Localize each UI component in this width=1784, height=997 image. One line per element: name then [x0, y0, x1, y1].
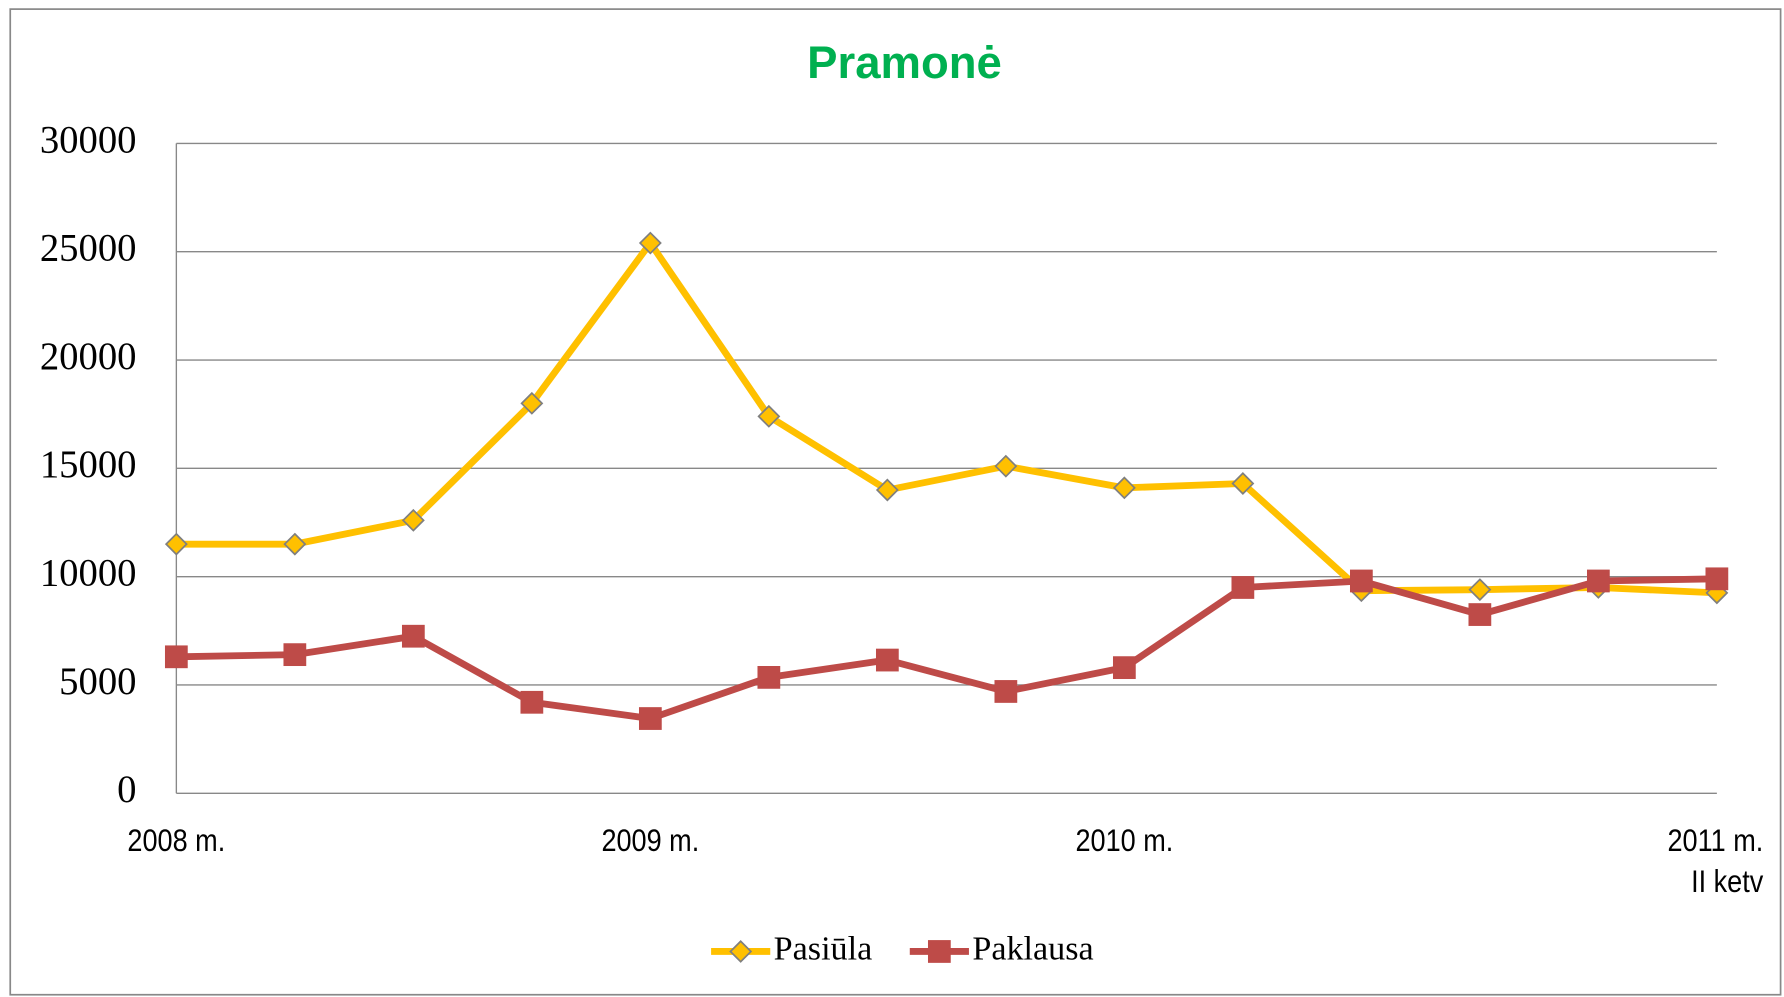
series	[164, 567, 1729, 730]
chart-border	[9, 8, 1782, 996]
marker	[1586, 569, 1610, 593]
marker	[994, 680, 1018, 703]
marker	[1112, 476, 1136, 500]
marker	[283, 643, 307, 667]
marker	[757, 666, 781, 689]
line	[176, 239, 1718, 597]
marker	[164, 532, 188, 556]
y-tick-label: 10000	[40, 553, 137, 595]
marker	[638, 231, 662, 255]
legend-item: Paklausa	[909, 930, 1094, 967]
marker	[164, 645, 188, 669]
x-tick-label: 2008 m.	[127, 823, 225, 859]
x-tick-label: 2009 m.	[601, 823, 699, 859]
marker	[401, 624, 425, 648]
y-tick-label: 25000	[40, 228, 137, 270]
legend-item: Pasiūla	[711, 930, 872, 967]
marker	[520, 690, 544, 714]
y-tick-label: 20000	[40, 336, 137, 378]
marker	[1112, 656, 1136, 680]
y-tick-label: 0	[117, 769, 136, 811]
legend-marker	[729, 940, 753, 963]
y-tick-label: 15000	[40, 444, 137, 486]
x-tick-label: 2011 m. II ketv	[1667, 823, 1763, 900]
legend-marker	[927, 940, 951, 963]
y-tick-label: 5000	[59, 661, 136, 703]
marker	[1349, 569, 1373, 593]
marker	[283, 532, 307, 556]
marker	[1468, 578, 1492, 602]
y-tick-label: 30000	[40, 119, 137, 161]
marker	[638, 707, 662, 730]
marker	[1705, 567, 1729, 591]
marker	[757, 404, 781, 428]
marker	[1231, 472, 1255, 495]
marker	[875, 648, 899, 672]
chart-title: Pramonė	[807, 37, 1002, 88]
marker	[875, 478, 899, 502]
line	[176, 575, 1717, 722]
legend-label: Paklausa	[972, 930, 1093, 967]
marker	[401, 508, 425, 532]
marker	[1468, 603, 1492, 626]
marker	[520, 391, 544, 415]
series	[164, 231, 1729, 605]
marker	[1231, 576, 1255, 599]
x-tick-label: 2010 m.	[1075, 823, 1173, 859]
marker	[994, 454, 1018, 478]
legend-label: Pasiūla	[774, 930, 873, 967]
